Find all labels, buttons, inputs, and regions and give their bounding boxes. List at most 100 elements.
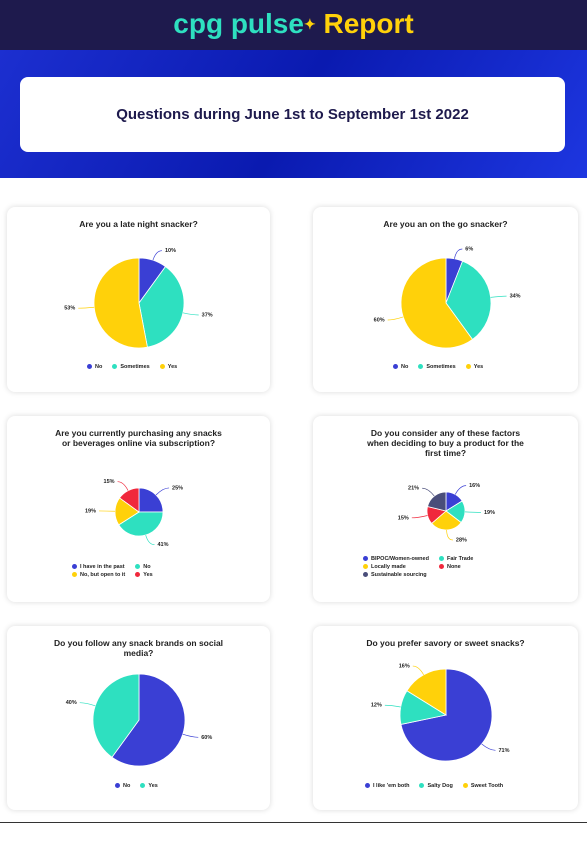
legend-item: No	[393, 364, 408, 370]
chart-title: Are you currently purchasing any snacks …	[55, 428, 222, 448]
leader-line	[454, 485, 467, 495]
pie-slice	[111, 673, 186, 767]
leader-line	[182, 733, 199, 738]
chart-card: Are you a late night snacker? 10% 37% 53% No…	[7, 207, 270, 392]
legend-label: Locally made	[371, 564, 406, 570]
leader-line	[78, 306, 95, 309]
legend-item: Sometimes	[112, 364, 150, 370]
legend-label: Yes	[167, 364, 178, 370]
chart-card: Do you follow any snack brands on social…	[7, 626, 270, 810]
legend-item: No, but open to it	[72, 572, 125, 578]
leader-line	[387, 316, 404, 321]
legend-swatch	[393, 364, 398, 370]
data-label: 10%	[165, 248, 176, 254]
leader-line	[79, 702, 96, 707]
data-label: 12%	[371, 703, 382, 709]
legend-swatch	[115, 783, 120, 789]
data-label: 15%	[104, 479, 115, 485]
brand: cpg pulse	[173, 8, 304, 39]
legend: I like 'em both Salty Dog Sweet Tooth	[365, 783, 503, 789]
pie-slice	[119, 487, 140, 513]
data-label: 15%	[398, 515, 409, 521]
data-label: 71%	[498, 748, 509, 754]
legend-swatch	[87, 364, 92, 370]
chart: 25% 41% 19% 15%	[85, 479, 183, 548]
leader-line	[422, 487, 435, 497]
legend-swatch	[72, 564, 77, 570]
legend-swatch	[72, 572, 77, 578]
leader-line	[182, 312, 199, 316]
footer-rule	[0, 822, 587, 823]
legend: I have in the past No No, but open to it Ye…	[72, 564, 153, 578]
leader-line	[454, 248, 463, 259]
legend-label: Sometimes	[426, 364, 456, 370]
chart-title: Do you prefer savory or sweet snacks?	[366, 638, 525, 648]
chart-card: Are you currently purchasing any snacks …	[7, 416, 270, 602]
data-label: 25%	[172, 485, 183, 491]
pie-slice	[406, 668, 447, 716]
legend: No Yes	[115, 783, 158, 789]
chart-card: Are you an on the go snacker? 6% 34% 60% No S…	[313, 207, 578, 392]
legend-swatch	[438, 564, 444, 570]
chart: 16% 19% 28% 15% 21%	[398, 483, 495, 543]
legend-swatch	[365, 783, 370, 789]
data-label: 19%	[85, 508, 96, 514]
legend-item: Sweet Tooth	[462, 783, 504, 789]
pie-slice	[427, 491, 447, 512]
leader-line	[411, 515, 428, 519]
chart: 10% 37% 53%	[64, 248, 213, 349]
pie-slice	[92, 673, 140, 758]
legend-label: Sweet Tooth	[470, 783, 504, 789]
legend-item: Sometimes	[418, 364, 456, 370]
leader-line	[145, 534, 155, 545]
legend-label: Yes	[148, 783, 158, 789]
legend-swatch	[363, 564, 368, 570]
data-label: 6%	[465, 246, 473, 252]
legend-swatch	[112, 364, 118, 370]
pie-slice	[138, 487, 164, 513]
legend-label: Sustainable sourcing	[371, 572, 427, 578]
legend-label: No	[95, 364, 103, 370]
pie-slice	[431, 510, 462, 531]
data-label: 37%	[202, 312, 213, 318]
pie-slice	[138, 266, 185, 348]
data-label: 41%	[157, 542, 168, 548]
chart-card: Do you prefer savory or sweet snacks? 71%…	[313, 626, 578, 810]
chart-title: Do you follow any snack brands on social…	[53, 638, 224, 658]
legend-item: I like 'em both	[365, 783, 409, 789]
legend-item: Yes	[465, 364, 483, 370]
legend-label: Salty Dog	[427, 783, 453, 789]
data-label: 53%	[64, 306, 75, 312]
data-label: 19%	[484, 510, 495, 516]
chart-card: Do you consider any of these factors whe…	[313, 416, 578, 602]
legend-item: BIPOC/Women-owned	[363, 556, 429, 562]
data-label: 40%	[66, 700, 77, 706]
data-label: 28%	[456, 537, 467, 543]
leader-line	[155, 487, 170, 496]
legend-item: Yes	[140, 783, 158, 789]
chart: 60% 40%	[66, 673, 212, 767]
chart: 6% 34% 60%	[374, 246, 521, 349]
legend: No Sometimes Yes	[87, 364, 177, 370]
legend-swatch	[465, 364, 471, 370]
legend-swatch	[140, 783, 146, 789]
legend: BIPOC/Women-owned Fair Trade Locally made N…	[363, 556, 473, 578]
legend-swatch	[418, 364, 424, 370]
chart-title: Do you consider any of these factors whe…	[367, 428, 524, 458]
legend-item: Salty Dog	[419, 783, 453, 789]
leader-line	[117, 481, 129, 491]
pie-slice	[93, 257, 148, 349]
legend: No Sometimes Yes	[393, 364, 483, 370]
legend-swatch	[419, 783, 425, 789]
legend-label: Yes	[143, 572, 153, 578]
chart-title: Are you an on the go snacker?	[383, 219, 508, 229]
data-label: 34%	[510, 294, 521, 300]
legend-label: Fair Trade	[446, 556, 474, 562]
leader-line	[490, 295, 507, 298]
chart-title: Are you a late night snacker?	[79, 219, 198, 229]
legend-label: No	[401, 364, 409, 370]
data-label: 60%	[374, 317, 385, 323]
legend-swatch	[438, 556, 444, 562]
legend-swatch	[462, 783, 468, 789]
